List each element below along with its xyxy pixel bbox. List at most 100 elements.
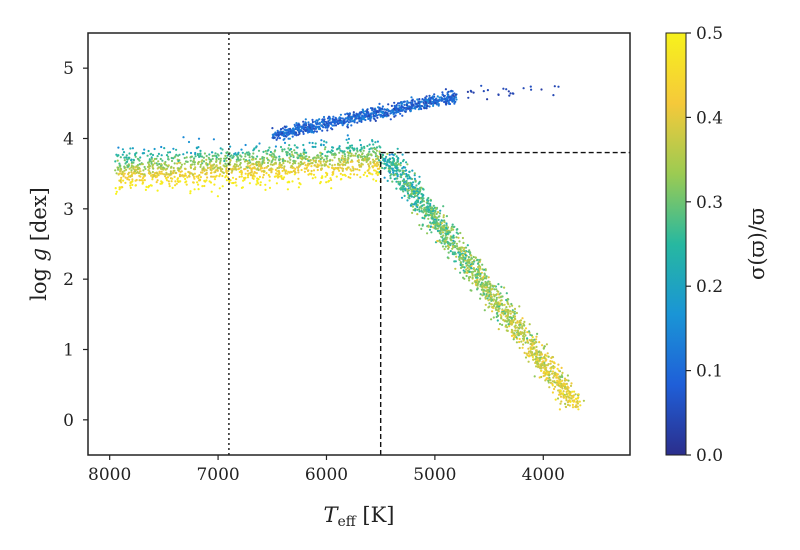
data-point [359, 149, 362, 152]
data-point [529, 85, 532, 88]
data-point [296, 146, 299, 149]
data-point [426, 202, 429, 205]
data-point [311, 141, 314, 145]
data-point [169, 172, 172, 175]
data-point [209, 159, 212, 162]
data-point [563, 377, 567, 380]
data-point [455, 242, 458, 245]
data-point [312, 173, 316, 176]
data-point [364, 118, 367, 122]
data-point [512, 311, 515, 314]
data-point [469, 275, 472, 279]
data-point [519, 323, 522, 326]
data-point [433, 100, 436, 103]
data-point [503, 286, 506, 289]
data-point [416, 187, 419, 190]
data-point [240, 186, 243, 189]
data-point [199, 165, 202, 168]
data-point [396, 159, 399, 162]
data-point [279, 128, 283, 131]
data-point [392, 163, 395, 166]
data-point [405, 172, 408, 176]
data-point [199, 163, 202, 166]
data-point [263, 167, 266, 170]
data-point [129, 147, 132, 150]
data-point [225, 151, 228, 155]
data-point [215, 157, 218, 161]
data-point [269, 150, 272, 154]
data-point [312, 169, 316, 172]
data-point [235, 168, 238, 171]
data-point [321, 156, 324, 159]
data-point [406, 100, 409, 103]
data-point [188, 175, 191, 178]
data-point [466, 264, 469, 267]
data-point [507, 298, 510, 301]
data-point [326, 117, 330, 120]
data-point [339, 178, 342, 181]
data-point [301, 156, 305, 159]
data-point [347, 154, 350, 157]
data-point [315, 125, 318, 128]
data-point [397, 180, 400, 183]
data-point [193, 172, 196, 175]
data-point [488, 280, 491, 283]
data-point [579, 404, 582, 407]
data-point [267, 164, 270, 168]
data-point [124, 156, 127, 159]
data-point [431, 226, 434, 229]
data-point [258, 142, 261, 145]
data-point [120, 176, 123, 179]
data-point [197, 188, 200, 191]
data-point [326, 155, 329, 158]
data-point [559, 375, 562, 378]
y-tick-label: 1 [63, 341, 74, 361]
data-point [516, 321, 519, 324]
data-point [141, 163, 144, 166]
data-point [172, 169, 175, 172]
data-point [339, 161, 342, 164]
data-point [522, 322, 525, 325]
data-point [320, 176, 323, 179]
data-point [530, 347, 534, 350]
data-point [469, 251, 472, 254]
data-point [369, 113, 372, 116]
data-point [445, 215, 448, 218]
data-point [332, 124, 336, 127]
data-point [211, 175, 215, 178]
data-point [165, 179, 169, 182]
data-point [156, 172, 159, 175]
data-point [472, 267, 475, 270]
data-point [368, 148, 371, 151]
data-point [227, 169, 230, 172]
data-point [141, 152, 145, 155]
data-point [246, 166, 249, 169]
data-point [436, 101, 439, 104]
data-point [448, 243, 451, 246]
data-point [229, 179, 232, 182]
data-point [235, 160, 238, 163]
data-point [373, 118, 376, 121]
data-point [340, 158, 343, 161]
data-point [429, 225, 432, 228]
data-point [395, 109, 398, 112]
data-point [506, 317, 509, 320]
data-point [439, 209, 442, 212]
data-point [486, 89, 489, 92]
data-point [246, 174, 250, 177]
data-point [410, 106, 413, 109]
data-point [577, 393, 580, 396]
data-point [122, 151, 126, 154]
data-point [514, 326, 517, 329]
data-point [526, 331, 529, 334]
data-point [253, 147, 256, 150]
data-point [299, 152, 302, 155]
data-point [459, 231, 462, 235]
data-point [216, 166, 219, 169]
data-point [165, 177, 168, 180]
data-point [256, 155, 259, 158]
data-point [289, 131, 292, 135]
data-point [272, 135, 275, 138]
data-point [556, 367, 559, 370]
data-point [173, 156, 176, 159]
